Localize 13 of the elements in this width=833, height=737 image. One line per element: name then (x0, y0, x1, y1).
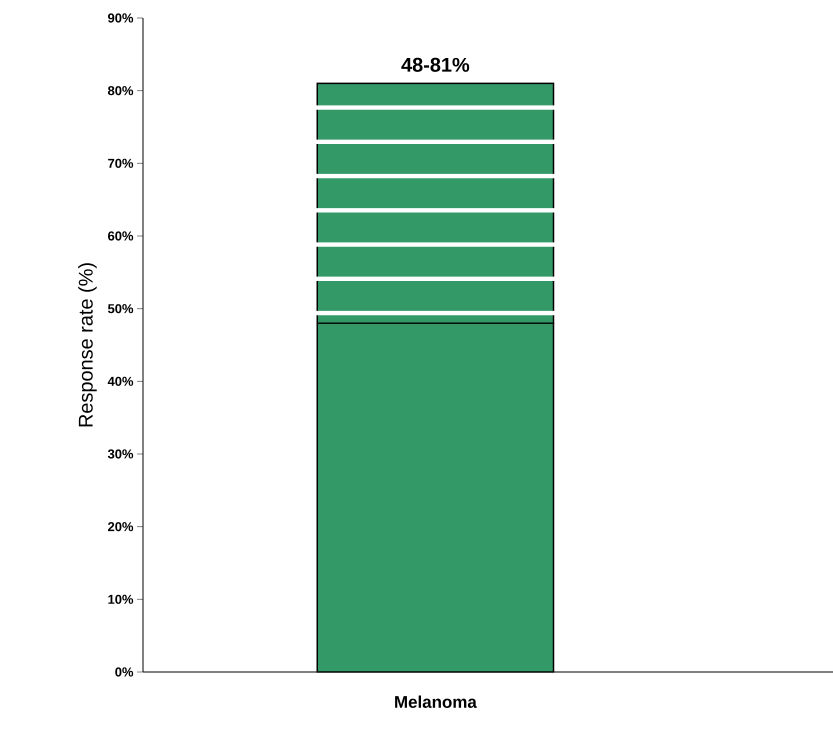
y-tick-label: 50% (108, 304, 134, 314)
y-axis-title: Response rate (%) (78, 263, 97, 426)
y-tick-label: 40% (108, 376, 134, 386)
annotation: 48-81% (401, 58, 470, 72)
y-tick-label: 90% (108, 13, 134, 23)
y-tick-label: 60% (108, 231, 134, 241)
y-tick-label: 20% (108, 522, 134, 532)
x-tick-label: Melanoma (395, 696, 477, 708)
y-tick-label: 30% (108, 449, 134, 459)
y-tick-label: 80% (108, 86, 134, 96)
y-tick-label: 0% (115, 667, 134, 677)
y-tick-label: 10% (108, 594, 134, 604)
y-tick-label: 70% (108, 158, 134, 168)
